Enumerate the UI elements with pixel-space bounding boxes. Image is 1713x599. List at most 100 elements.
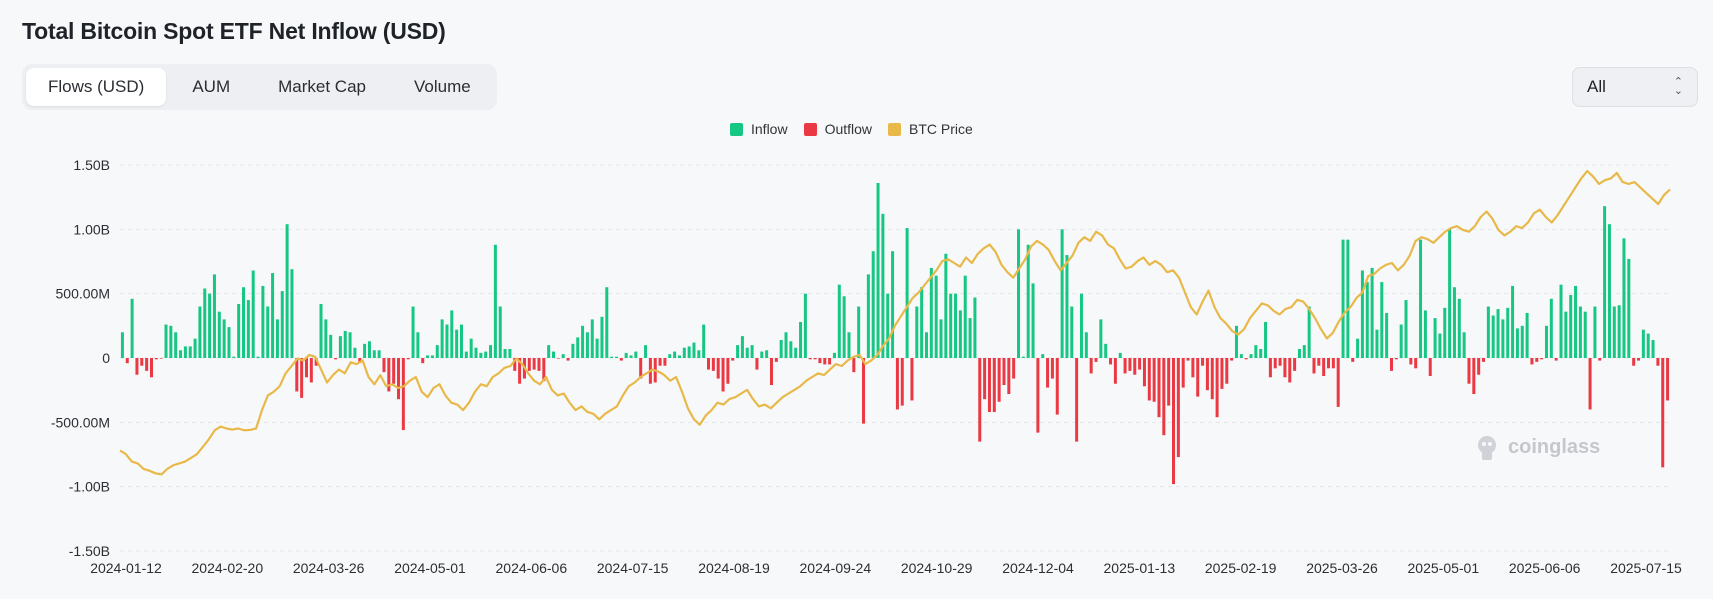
inflow-bar (275, 319, 279, 358)
time-range-select[interactable]: All ⌃ ⌄ (1572, 67, 1698, 107)
inflow-bar (958, 310, 962, 358)
inflow-bar (1491, 315, 1495, 358)
inflow-bar (193, 338, 197, 358)
outflow-bar (1046, 358, 1050, 388)
inflow-bar (614, 356, 618, 358)
inflow-bar (784, 332, 788, 358)
outflow-bar (406, 358, 410, 360)
inflow-bar (1099, 319, 1103, 358)
inflow-bar (644, 345, 648, 358)
inflow-bar (915, 306, 919, 358)
outflow-bar (1293, 358, 1297, 371)
outflow-bar (716, 358, 720, 379)
legend-item-inflow[interactable]: Inflow (730, 121, 788, 137)
inflow-bar (1079, 293, 1083, 358)
x-tick-label: 2025-06-06 (1509, 560, 1581, 576)
legend-item-btc-price[interactable]: BTC Price (888, 121, 973, 137)
outflow-bar (300, 358, 304, 398)
x-tick-label: 2024-07-15 (597, 560, 669, 576)
inflow-bar (319, 303, 323, 358)
inflow-bar (1249, 354, 1253, 358)
inflow-bar (1399, 324, 1403, 358)
inflow-bar (367, 341, 371, 358)
outflow-bar (1472, 358, 1476, 395)
outflow-bar (1273, 358, 1277, 369)
inflow-bar (968, 318, 972, 358)
inflow-bar (1307, 306, 1311, 358)
inflow-bar (789, 341, 793, 358)
inflow-bar (445, 324, 449, 358)
legend-item-outflow[interactable]: Outflow (803, 121, 872, 137)
inflow-bar (1234, 325, 1238, 358)
outflow-bar (1147, 358, 1151, 401)
tab-volume[interactable]: Volume (414, 77, 471, 96)
outflow-bar (978, 358, 982, 442)
inflow-bar (237, 303, 241, 358)
inflow-bar (130, 298, 134, 358)
outflow-bar (813, 358, 817, 360)
outflow-bar (140, 358, 144, 366)
outflow-bar (566, 358, 570, 361)
tab-market-cap[interactable]: Market Cap (278, 77, 366, 96)
inflow-bar (600, 316, 604, 358)
inflow-bar (857, 306, 861, 358)
inflow-bar (832, 352, 836, 358)
outflow-bar (1142, 358, 1146, 387)
inflow-bar (1346, 239, 1350, 358)
inflow-bar (212, 274, 216, 358)
inflow-bar (1365, 282, 1369, 358)
inflow-bar (677, 355, 681, 358)
outflow-bar (1220, 358, 1224, 389)
outflow-bar (1162, 358, 1166, 436)
x-tick-label: 2025-03-26 (1306, 560, 1378, 576)
tab-aum[interactable]: AUM (192, 77, 231, 96)
inflow-bar (595, 338, 599, 358)
inflow-bar (1612, 306, 1616, 358)
inflow-bar (256, 356, 260, 358)
outflow-bar (1113, 358, 1117, 384)
inflow-bar (1574, 285, 1578, 358)
tab-flows-usd[interactable]: Flows (USD) (26, 68, 167, 106)
inflow-bar (1544, 325, 1548, 358)
outflow-bar (1535, 358, 1539, 362)
inflow-bar (280, 291, 284, 358)
inflow-bar (1578, 306, 1582, 358)
outflow-bar (314, 358, 318, 366)
outflow-bar (1312, 358, 1316, 374)
outflow-bar (1394, 358, 1398, 360)
inflow-bar (740, 336, 744, 358)
inflow-bar (944, 253, 948, 358)
outflow-bar (1230, 358, 1234, 361)
y-tick-label: 0 (102, 350, 110, 366)
outflow-bar (1656, 358, 1660, 366)
outflow-bar (818, 358, 822, 364)
outflow-bar (1467, 358, 1471, 384)
inflow-bar (493, 244, 497, 358)
outflow-bar (154, 358, 158, 360)
outflow-bar (1109, 358, 1113, 365)
inflow-bar (1443, 307, 1447, 358)
outflow-bar (1225, 358, 1229, 384)
inflow-bar (779, 339, 783, 358)
y-tick-label: 500.00M (56, 286, 110, 302)
inflow-bar (251, 270, 255, 358)
watermark-text: coinglass (1508, 435, 1601, 458)
inflow-bar (1065, 255, 1069, 358)
inflow-bar (1026, 244, 1030, 358)
outflow-bar (1632, 358, 1636, 366)
inflow-bar (1511, 285, 1515, 358)
outflow-bar (1002, 358, 1006, 386)
outflow-bar (527, 358, 531, 371)
inflow-bar (435, 345, 439, 358)
outflow-bar (1409, 358, 1413, 365)
outflow-bar (910, 358, 914, 401)
inflow-bar (750, 345, 754, 358)
inflow-bar (1297, 348, 1301, 358)
outflow-bar (1482, 358, 1486, 362)
outflow-bar (1172, 358, 1176, 485)
inflow-bar (179, 350, 183, 358)
inflow-bar (610, 356, 614, 358)
y-tick-label: -1.50B (69, 543, 110, 559)
inflow-bar (1084, 332, 1088, 358)
outflow-bar (828, 358, 832, 365)
